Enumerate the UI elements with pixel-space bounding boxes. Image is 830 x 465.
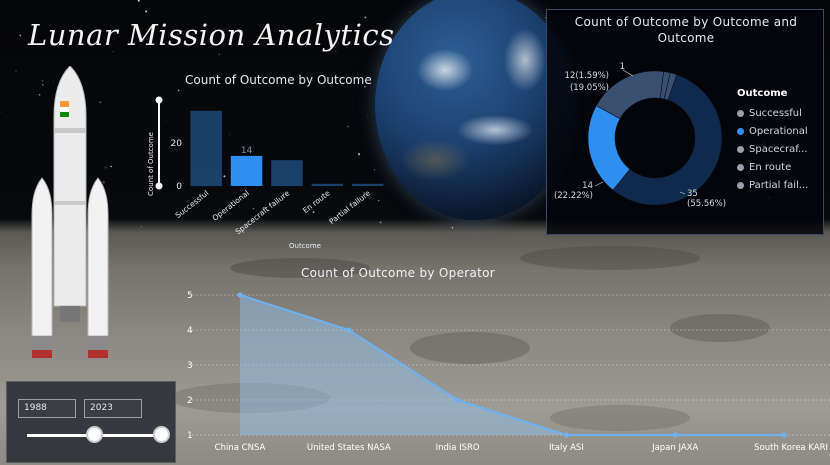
- line-x-tick-label: South Korea KARI: [754, 443, 828, 453]
- bar-y-axis-label: Count of Outcome: [147, 132, 155, 196]
- line-y-tick-label: 1: [187, 431, 193, 441]
- bar-operational[interactable]: [230, 155, 263, 186]
- legend-dot-icon: [737, 109, 744, 117]
- dashboard-title: Lunar Mission Analytics: [28, 18, 395, 52]
- legend-dot-icon: [737, 127, 744, 135]
- line-point[interactable]: [455, 397, 461, 403]
- bar-x-tick-label: En route: [301, 188, 332, 215]
- donut-data-label: 1: [620, 62, 625, 72]
- legend-item[interactable]: Spacecraf...: [737, 140, 808, 158]
- line-series: [239, 294, 784, 436]
- legend-label: Partial fail...: [749, 179, 809, 191]
- legend-item[interactable]: Partial fail...: [737, 176, 808, 194]
- line-point[interactable]: [237, 292, 243, 298]
- bar-y-scroll-handle-bottom[interactable]: [155, 182, 163, 190]
- end-year-input[interactable]: 2023: [84, 399, 142, 418]
- line-point[interactable]: [672, 432, 678, 438]
- legend-label: Successful: [749, 107, 802, 119]
- line-point[interactable]: [346, 327, 352, 333]
- line-chart-title: Count of Outcome by Operator: [300, 266, 496, 280]
- donut-slice-4[interactable]: [663, 72, 678, 101]
- start-year-input[interactable]: 1988: [18, 399, 76, 418]
- legend-title: Outcome: [737, 88, 788, 99]
- line-x-tick-label: India ISRO: [436, 443, 480, 453]
- bar-y-scroll-handle-top[interactable]: [155, 96, 163, 104]
- donut-data-label: (19.05%): [570, 83, 609, 93]
- legend-item[interactable]: Successful: [737, 104, 808, 122]
- bar-spacecraft-failure[interactable]: [271, 160, 303, 186]
- bar-chart-plot: Count of Outcome Outcome 0 20 Successful Op…: [147, 96, 384, 250]
- bar-en-route[interactable]: [311, 183, 344, 186]
- bar-x-axis-label: Outcome: [289, 242, 321, 250]
- line-point[interactable]: [781, 432, 787, 438]
- line-y-tick-label: 5: [187, 291, 193, 301]
- earth-globe-image: [375, 0, 575, 220]
- line-x-tick-label: China CNSA: [215, 443, 266, 453]
- line-area-fill: [240, 295, 784, 435]
- bar-partial-failure[interactable]: [352, 183, 384, 186]
- donut-chart-plot: 35(55.56%) 14(22.22%) 12(1.59%) (19.05%) 1: [554, 62, 726, 209]
- end-year-handle[interactable]: [152, 426, 170, 443]
- bar-successful[interactable]: [190, 110, 222, 187]
- outcome-bar-chart[interactable]: Count of Outcome by Outcome Count of Out…: [145, 70, 405, 250]
- line-x-tick-label: Japan JAXA: [651, 443, 698, 453]
- donut-chart-title: Count of Outcome by Outcome and Outcome: [574, 15, 798, 45]
- legend-item[interactable]: En route: [737, 158, 808, 176]
- start-year-handle[interactable]: [85, 426, 103, 443]
- bar-chart-title: Count of Outcome by Outcome: [185, 73, 372, 87]
- bar-y-tick-label: 20: [171, 139, 183, 149]
- legend-label: Spacecraf...: [749, 143, 808, 155]
- donut-slice-0[interactable]: [612, 74, 723, 206]
- donut-data-label: (22.22%): [554, 191, 593, 201]
- legend-label: Operational: [749, 125, 808, 137]
- legend-item[interactable]: Operational: [737, 122, 808, 140]
- legend-dot-icon: [737, 145, 744, 153]
- donut-data-label: 35: [687, 189, 698, 199]
- rocket-illustration: [31, 66, 109, 358]
- legend-dot-icon: [737, 163, 744, 171]
- bar-x-tick-label: Operational: [211, 188, 251, 222]
- line-chart-plot: 1 2 3 4 5 China CNSA United States NASA India I…: [187, 291, 830, 453]
- line-x-tick-label: United States NASA: [307, 443, 391, 453]
- line-y-tick-label: 2: [187, 396, 193, 406]
- legend-dot-icon: [737, 181, 744, 189]
- bar-y-tick-label: 0: [176, 182, 182, 192]
- line-point[interactable]: [563, 432, 569, 438]
- legend-label: En route: [749, 161, 792, 173]
- year-range-slicer[interactable]: 1988 2023: [6, 381, 176, 463]
- moon-surface-image: [170, 246, 770, 431]
- operator-line-chart[interactable]: Count of Outcome by Operator 1 2 3 4 5 China …: [178, 263, 830, 465]
- donut-legend: Outcome Successful Operational Spacecraf..…: [737, 88, 808, 194]
- donut-data-label: 14: [582, 181, 593, 191]
- outcome-donut-chart[interactable]: Count of Outcome by Outcome and Outcome …: [546, 9, 824, 235]
- bar-x-tick-label: Partial failure: [327, 188, 372, 226]
- donut-data-label: (55.56%): [687, 199, 726, 209]
- bar-data-label: 14: [241, 146, 253, 156]
- donut-data-label: 12(1.59%): [565, 71, 609, 81]
- line-x-tick-label: Italy ASI: [549, 443, 584, 453]
- line-y-tick-label: 4: [187, 326, 193, 336]
- line-y-tick-label: 3: [187, 361, 193, 371]
- bar-x-tick-label: Successful: [174, 188, 211, 220]
